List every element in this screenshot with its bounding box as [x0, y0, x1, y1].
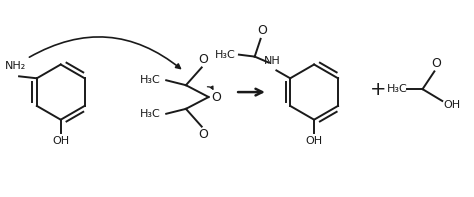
Text: H₃C: H₃C [140, 75, 161, 85]
Text: O: O [258, 24, 267, 37]
Text: O: O [211, 90, 221, 103]
Text: H₃C: H₃C [215, 50, 236, 60]
Text: O: O [199, 53, 209, 66]
Text: OH: OH [306, 136, 323, 146]
Text: H₃C: H₃C [140, 109, 161, 119]
Text: O: O [431, 57, 441, 70]
FancyArrowPatch shape [208, 86, 213, 89]
Text: O: O [199, 128, 209, 141]
Text: H₃C: H₃C [386, 84, 407, 94]
Text: OH: OH [52, 136, 69, 146]
Text: NH₂: NH₂ [4, 61, 26, 72]
Text: +: + [370, 80, 386, 99]
Text: OH: OH [444, 100, 461, 110]
Text: NH: NH [264, 56, 281, 66]
FancyArrowPatch shape [29, 37, 180, 69]
